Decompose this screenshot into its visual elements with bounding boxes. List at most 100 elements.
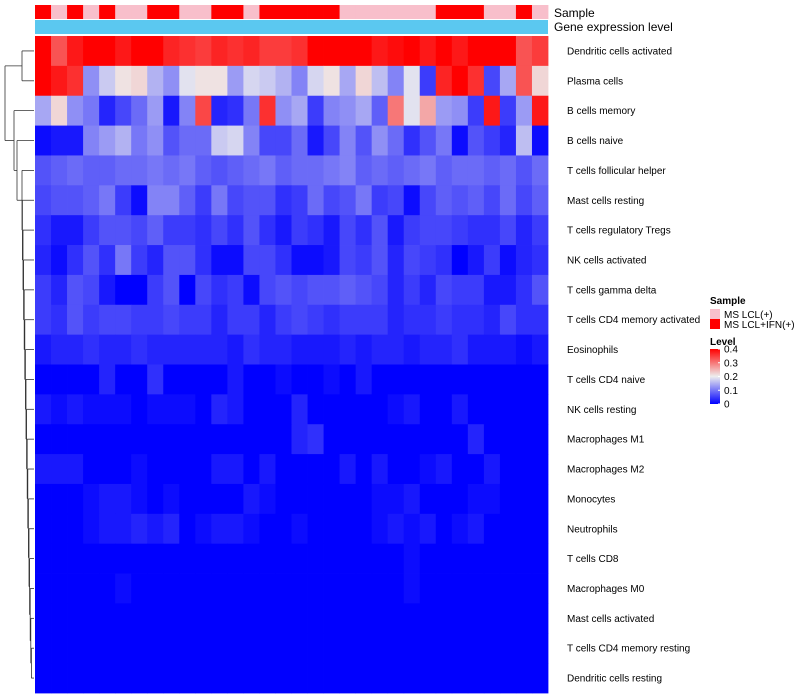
level-legend: Level 0.4 0.3 0.2 0.1 0 xyxy=(710,337,738,411)
heatmap-cell xyxy=(35,304,52,336)
heatmap-cell xyxy=(227,334,244,365)
heatmap-cell xyxy=(403,454,421,485)
gene-expression-level-bar xyxy=(35,20,548,34)
heatmap-cell xyxy=(115,125,132,156)
row-label: T cells gamma delta xyxy=(567,285,657,296)
heatmap-cell xyxy=(499,633,517,664)
heatmap-cell xyxy=(355,245,373,276)
heatmap-cell xyxy=(131,364,148,395)
heatmap-cell xyxy=(435,483,453,515)
heatmap-cell xyxy=(339,304,357,336)
heatmap-cell xyxy=(419,65,437,97)
heatmap-cell xyxy=(275,663,292,694)
heatmap-cell xyxy=(211,633,228,664)
heatmap-cell xyxy=(291,513,308,545)
heatmap-cell xyxy=(195,603,212,634)
heatmap-cell xyxy=(179,663,196,694)
heatmap-cell xyxy=(387,245,405,276)
heatmap-cell xyxy=(195,274,212,306)
heatmap-cell xyxy=(451,483,469,515)
heatmap-cell xyxy=(291,663,308,694)
heatmap-cell xyxy=(259,215,276,246)
heatmap-cell xyxy=(275,394,292,425)
heatmap-cell xyxy=(451,304,469,336)
heatmap-cell xyxy=(355,125,373,156)
heatmap-cell xyxy=(339,663,357,694)
heatmap-cell xyxy=(435,304,453,336)
sample-annotation-cell xyxy=(179,5,196,19)
heatmap-cell xyxy=(515,424,533,455)
legend-label-ms-lcl-ifn: MS LCL+IFN(+) xyxy=(724,320,795,331)
row-label: Dendritic cells resting xyxy=(567,674,662,685)
heatmap-cell xyxy=(435,36,453,67)
heatmap-cell xyxy=(243,543,260,574)
heatmap-cell xyxy=(51,454,68,485)
heatmap-cell xyxy=(99,36,116,67)
heatmap-cell xyxy=(451,663,469,694)
heatmap-cell xyxy=(355,215,373,246)
heatmap-cell xyxy=(67,513,84,545)
heatmap-cell xyxy=(227,603,244,634)
heatmap-cell xyxy=(147,36,164,67)
legend-swatch-ms-lcl xyxy=(710,309,720,319)
heatmap-cell xyxy=(67,483,84,515)
heatmap-cell xyxy=(435,215,453,246)
heatmap-cell xyxy=(451,364,469,395)
heatmap-cell xyxy=(419,483,437,515)
heatmap-cell xyxy=(515,513,533,545)
heatmap-cell xyxy=(323,65,340,97)
heatmap-cell xyxy=(147,543,164,574)
heatmap-cell xyxy=(35,454,52,485)
heatmap-cell xyxy=(387,454,405,485)
heatmap-cell xyxy=(115,483,132,515)
heatmap-cell xyxy=(323,155,340,186)
heatmap-cell xyxy=(531,36,549,67)
heatmap-cell xyxy=(227,155,244,186)
heatmap-cell xyxy=(131,573,148,604)
heatmap-cell xyxy=(483,185,501,216)
heatmap-cell xyxy=(435,185,453,216)
heatmap-cell xyxy=(243,663,260,694)
heatmap-cell xyxy=(51,364,68,395)
row-label: Plasma cells xyxy=(567,76,623,87)
heatmap-cell xyxy=(355,663,373,694)
heatmap-cell xyxy=(275,483,292,515)
heatmap-cell xyxy=(451,95,469,126)
heatmap-cell xyxy=(243,304,260,336)
heatmap-cell xyxy=(307,454,324,485)
heatmap-cell xyxy=(99,155,116,186)
heatmap-cell xyxy=(227,125,244,156)
heatmap-cell xyxy=(243,215,260,246)
heatmap-cell xyxy=(275,573,292,604)
heatmap-cell xyxy=(451,185,469,216)
heatmap-cell xyxy=(307,633,324,664)
heatmap-cell xyxy=(515,215,533,246)
heatmap-cell xyxy=(275,155,292,186)
heatmap-cell xyxy=(307,424,324,455)
heatmap-cell xyxy=(435,663,453,694)
heatmap-cell xyxy=(51,483,68,515)
heatmap-cell xyxy=(259,95,276,126)
heatmap-cell xyxy=(99,603,116,634)
heatmap-cell xyxy=(499,215,517,246)
heatmap-cell xyxy=(243,274,260,306)
heatmap-cell xyxy=(115,633,132,664)
heatmap-cell xyxy=(355,573,373,604)
heatmap-cell xyxy=(291,573,308,604)
heatmap-cell xyxy=(163,394,180,425)
heatmap-cell xyxy=(51,215,68,246)
heatmap-cell xyxy=(243,633,260,664)
heatmap-cell xyxy=(131,304,148,336)
heatmap-cell xyxy=(147,483,164,515)
heatmap-cell xyxy=(339,155,357,186)
row-label: Mast cells resting xyxy=(567,196,644,207)
sample-annotation-cell xyxy=(339,5,357,19)
heatmap-cell xyxy=(243,364,260,395)
row-label: T cells CD8 xyxy=(567,554,619,565)
heatmap-cell xyxy=(483,633,501,664)
heatmap-cell xyxy=(451,573,469,604)
heatmap-cell xyxy=(35,663,52,694)
heatmap-cell xyxy=(515,573,533,604)
heatmap-cell xyxy=(195,334,212,365)
heatmap-cell xyxy=(83,513,100,545)
